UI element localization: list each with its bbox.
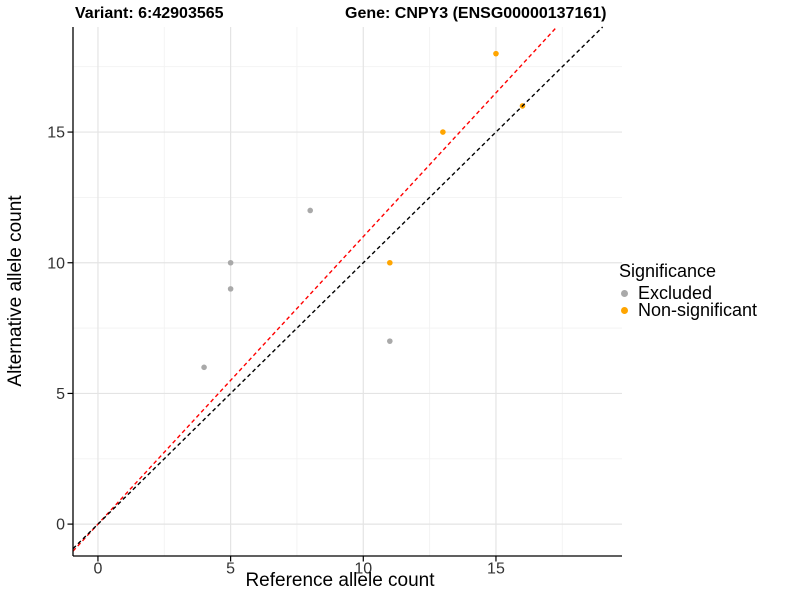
x-tick-label: 0 — [93, 561, 102, 578]
y-axis-title: Alternative allele count — [5, 195, 26, 387]
x-tick-label: 10 — [354, 561, 372, 578]
y-tick-label: 15 — [47, 125, 65, 142]
legend-label-excluded: Excluded — [638, 283, 713, 303]
legend-item-non-significant: Non-significant — [619, 300, 758, 320]
y-tick-label: 5 — [56, 386, 65, 403]
x-tick-label: 15 — [487, 561, 505, 578]
legend-label-non-significant: Non-significant — [638, 300, 758, 320]
data-point-excluded — [201, 364, 207, 371]
x-tick-label: 5 — [226, 561, 235, 578]
legend-title: Significance — [619, 261, 717, 281]
data-point-non-significant — [493, 50, 499, 57]
legend-item-excluded: Excluded — [619, 283, 757, 303]
data-point-excluded — [227, 286, 234, 292]
y-tick-label: 0 — [56, 517, 65, 534]
excluded-dot-icon — [621, 290, 628, 297]
variant-title: Variant: 6:42903565 — [75, 5, 224, 22]
x-axis-title: Reference allele count — [245, 570, 435, 591]
identity-line — [72, 26, 604, 550]
y-tick-label: 10 — [47, 255, 65, 272]
data-point-excluded — [227, 259, 234, 266]
non-significant-dot-icon — [621, 307, 628, 314]
data-point-non-significant — [387, 259, 393, 266]
gene-title: Gene: CNPY3 (ENSG00000137161) — [345, 5, 607, 22]
data-point-excluded — [307, 207, 314, 214]
fit-line — [72, 26, 558, 552]
data-point-excluded — [387, 338, 393, 344]
legend: Significance Excluded Non-significant — [619, 261, 758, 320]
data-point-non-significant — [440, 129, 446, 135]
